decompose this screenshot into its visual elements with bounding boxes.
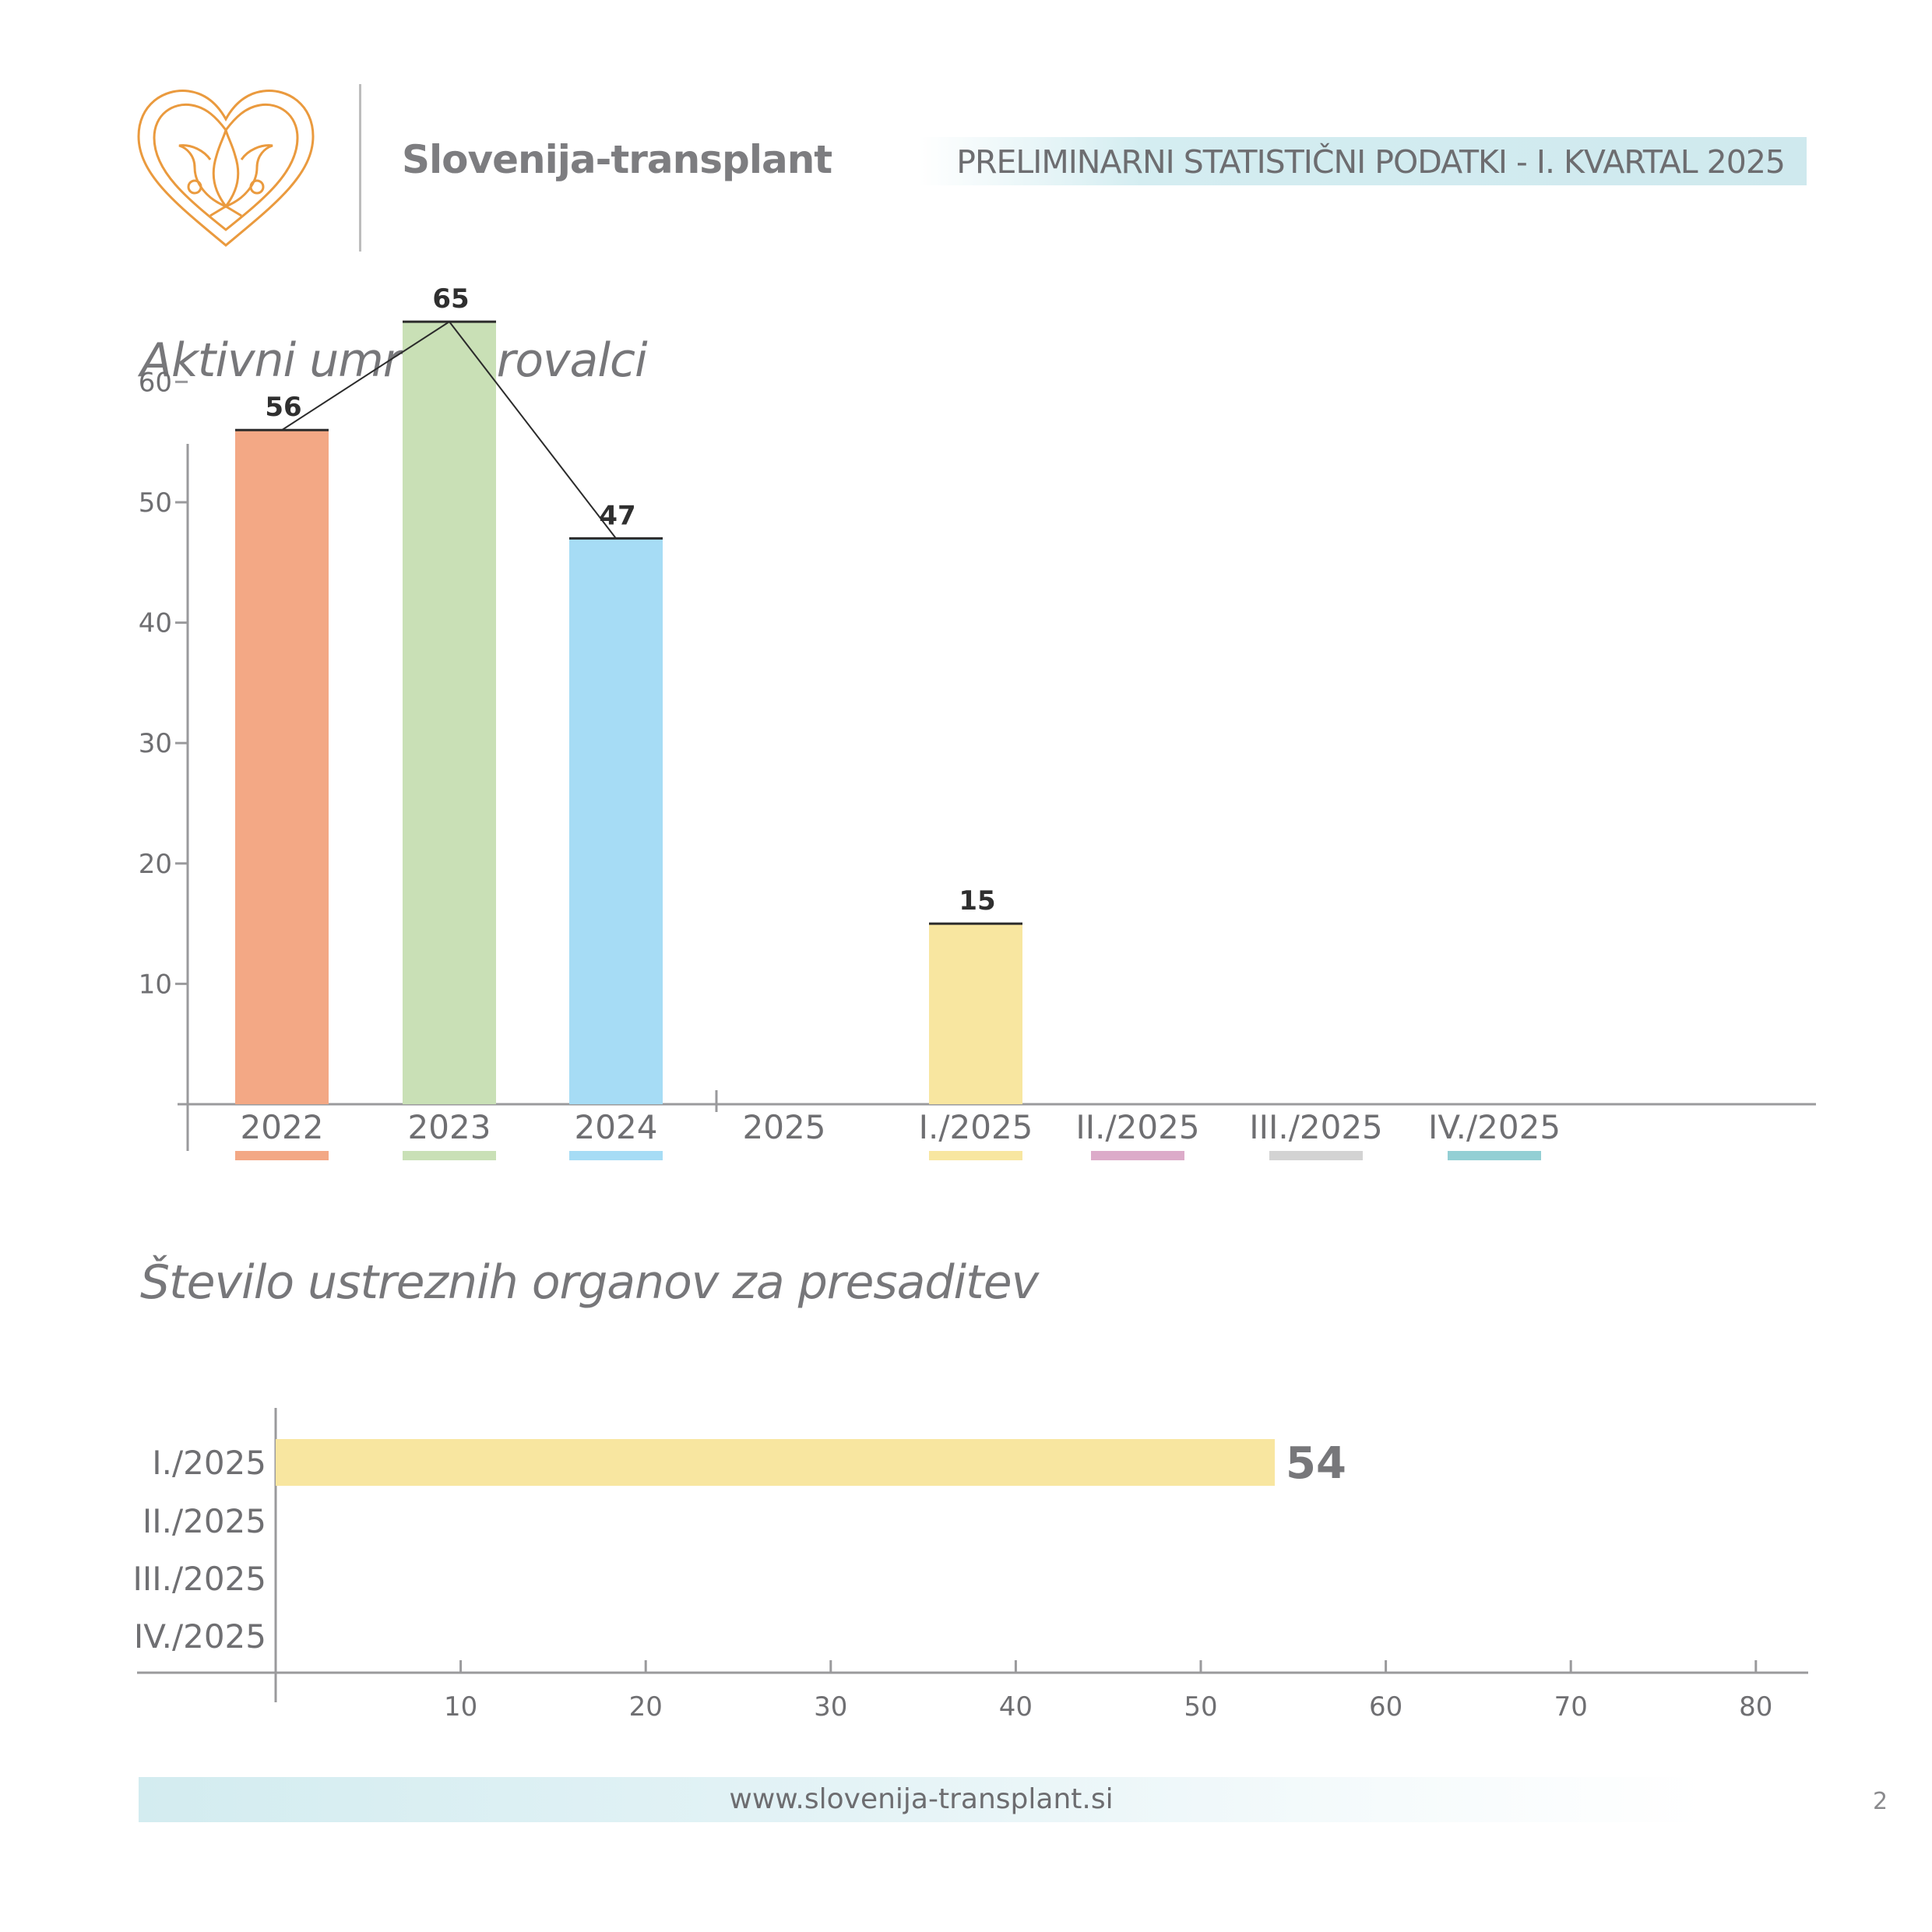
x-tick-label: II./2025 [1075, 1108, 1199, 1146]
y-tick-label: II./2025 [143, 1502, 266, 1540]
x-tick-label: 40 [999, 1691, 1033, 1723]
y-tick-label: 20 [139, 849, 172, 880]
x-tick-label: 60 [1369, 1691, 1402, 1723]
data-label: 65 [432, 283, 469, 315]
x-tick-label: 2023 [408, 1108, 491, 1146]
y-tick-label: III./2025 [132, 1560, 266, 1598]
heart-lotus-icon [132, 82, 319, 253]
x-tick-label: 20 [629, 1691, 663, 1723]
y-tick-label: 50 [139, 487, 172, 519]
report-banner: PRELIMINARNI STATISTIČNI PODATKI - I. KV… [919, 137, 1807, 185]
bar [235, 430, 329, 1104]
report-title: PRELIMINARNI STATISTIČNI PODATKI - I. KV… [956, 143, 1786, 181]
org-name: Slovenija-transplant [402, 137, 832, 182]
legend-swatch [929, 1151, 1022, 1160]
x-tick-label: 2024 [575, 1108, 658, 1146]
data-label: 56 [265, 392, 301, 423]
donors-bar-chart: 10 20 30 40 50 60 56 2022 65 2023 47 2024 2025 15 I./2… [139, 283, 1816, 1160]
x-tick-label: 2022 [241, 1108, 324, 1146]
legend-swatch [235, 1151, 329, 1160]
x-tick-label: IV./2025 [1428, 1108, 1561, 1146]
data-label: 15 [959, 885, 995, 917]
y-tick-label: 30 [139, 728, 172, 759]
y-tick-label: I./2025 [152, 1444, 266, 1482]
footer-band: www.slovenija-transplant.si [139, 1777, 1704, 1822]
x-tick-label: III./2025 [1249, 1108, 1383, 1146]
bar [403, 322, 496, 1105]
x-tick-label: 70 [1554, 1691, 1588, 1723]
y-tick-label: 10 [139, 969, 172, 1000]
page-number: 2 [1873, 1788, 1888, 1815]
x-tick-label: 10 [444, 1691, 477, 1723]
x-tick-label: 2025 [743, 1108, 826, 1146]
legend-swatch [403, 1151, 496, 1160]
x-tick-label: 80 [1739, 1691, 1772, 1723]
chart-title-donors: Aktivni umrli darovalci [140, 333, 648, 388]
legend-swatch [1448, 1151, 1541, 1160]
y-tick-label: IV./2025 [134, 1617, 266, 1656]
x-tick-label: 30 [814, 1691, 847, 1723]
x-tick-label: 50 [1184, 1691, 1217, 1723]
bar [929, 924, 1022, 1104]
x-tick-label: I./2025 [919, 1108, 1033, 1146]
footer-url[interactable]: www.slovenija-transplant.si [729, 1783, 1114, 1815]
y-tick-label: 60 [139, 367, 172, 398]
chart-title-organs: Število ustreznih organov za presaditev [140, 1255, 1039, 1310]
legend-swatch [1091, 1151, 1184, 1160]
legend-swatch [1269, 1151, 1363, 1160]
trend-line [281, 320, 617, 539]
header-divider [359, 84, 361, 252]
legend-swatch [569, 1151, 663, 1160]
bar [569, 538, 663, 1104]
data-label: 54 [1286, 1438, 1346, 1489]
organs-bar-chart: 10 20 30 40 50 60 70 80 I./2025 54 II./2025 III./20… [132, 1408, 1808, 1723]
bar [276, 1439, 1276, 1486]
data-label: 47 [599, 500, 635, 531]
y-tick-label: 40 [139, 608, 172, 639]
